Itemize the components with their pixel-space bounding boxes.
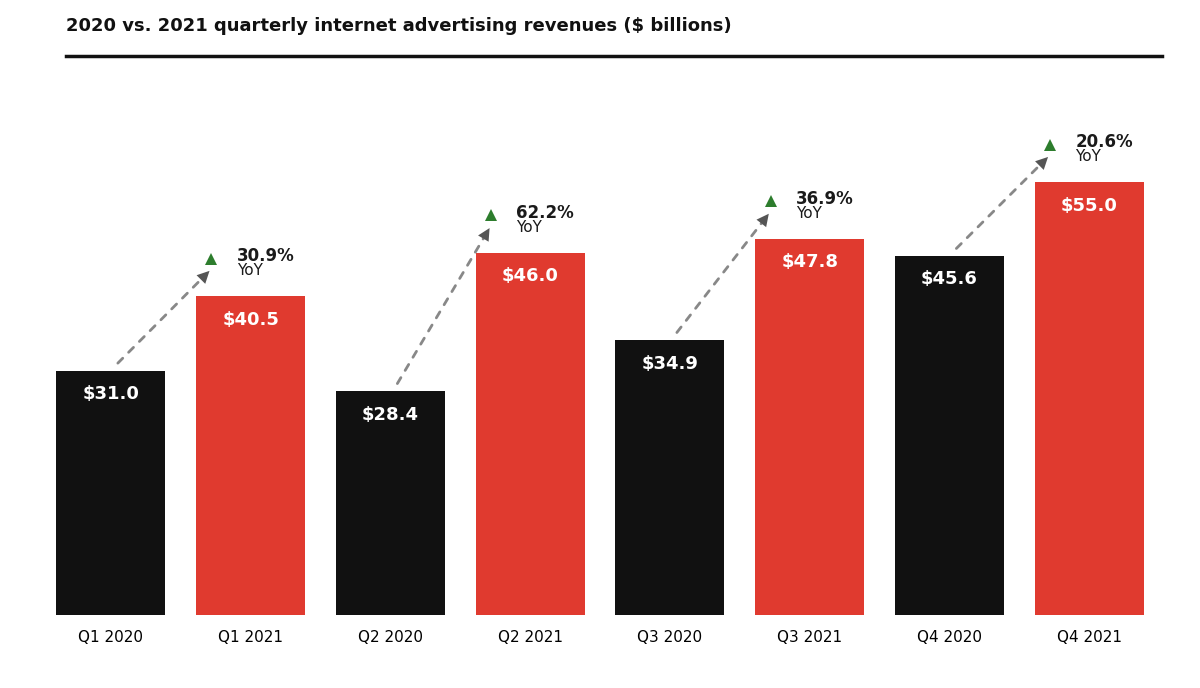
Bar: [1034, 182, 1144, 614]
Text: $47.8: $47.8: [781, 253, 838, 271]
Text: $45.6: $45.6: [920, 270, 978, 288]
Text: $55.0: $55.0: [1061, 197, 1117, 215]
Bar: [56, 371, 166, 614]
Text: YoY: YoY: [516, 219, 542, 235]
Text: YoY: YoY: [796, 206, 822, 221]
Text: 36.9%: 36.9%: [796, 190, 853, 208]
Bar: [755, 239, 864, 614]
Text: 2020 vs. 2021 quarterly internet advertising revenues ($ billions): 2020 vs. 2021 quarterly internet adverti…: [66, 17, 732, 35]
Text: YoY: YoY: [1075, 149, 1102, 164]
Text: $46.0: $46.0: [502, 268, 558, 286]
Text: $34.9: $34.9: [642, 354, 698, 372]
Bar: [336, 391, 445, 614]
Bar: [616, 341, 725, 614]
Bar: [895, 257, 1004, 614]
Bar: [475, 253, 584, 614]
Text: 30.9%: 30.9%: [236, 247, 294, 266]
Text: YoY: YoY: [236, 263, 263, 278]
Text: $28.4: $28.4: [362, 405, 419, 424]
Bar: [196, 297, 305, 614]
Text: $40.5: $40.5: [222, 310, 280, 328]
Text: $31.0: $31.0: [83, 385, 139, 403]
Text: 62.2%: 62.2%: [516, 204, 574, 222]
Text: 20.6%: 20.6%: [1075, 133, 1133, 151]
